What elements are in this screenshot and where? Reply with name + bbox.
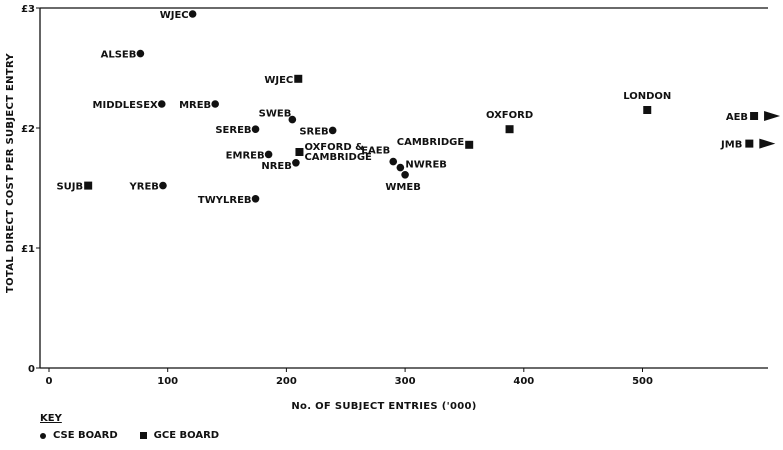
x-tick-label: 500 [632,376,653,387]
point-label: EAEB [361,146,390,157]
point-label: LONDON [623,91,671,102]
legend-title: KEY [40,413,62,424]
cse-point-middlesex [157,100,166,108]
point-label: CAMBRIDGE [397,137,465,148]
circle-marker-icon [40,432,46,439]
square-marker-icon [139,432,147,439]
legend-item-gce: GCE BOARD [139,430,220,441]
point-label: WJEC [160,10,189,21]
point-label: WMEB [385,182,420,193]
gce-point-jmb [745,139,754,148]
gce-point-oxford [505,125,514,134]
point-label: OXFORD & CAMBRIDGE [304,142,372,163]
y-axis-title: TOTAL DIRECT COST PER SUBJECT ENTRY [5,53,16,293]
cse-point-wjec [188,10,197,18]
point-label: SUJB [56,182,83,193]
cse-point-sweb [288,115,297,124]
point-label: WJEC [264,75,293,86]
point-label: MREB [179,100,211,111]
point-label: YREB [129,182,159,193]
y-tick-label: 0 [28,364,35,375]
off-scale-arrow-icon [764,111,781,121]
point-label: JMB [720,140,742,151]
x-tick-label: 400 [513,376,534,387]
cse-point-eaeb [389,157,398,166]
gce-point-cambridge [465,140,474,149]
gce-point-aeb [750,112,759,120]
gce-point-sujb [84,181,93,190]
x-tick-label: 100 [157,376,178,387]
point-label: SREB [299,126,328,137]
point-label: NWREB [405,160,447,171]
point-label-line: CAMBRIDGE [304,152,372,163]
off-scale-arrow-icon [759,138,776,149]
point-label: MIDDLESEX [93,100,159,111]
x-axis-title: No. OF SUBJECT ENTRIES ('000) [291,401,476,410]
cse-point-sereb [251,125,260,133]
point-label: SWEB [259,109,292,120]
axes: 0 £1 £2 £3 0 100 200 300 400 500 [21,4,768,387]
x-tick-label: 200 [276,376,297,387]
legend-item-cse: CSE BOARD [40,430,118,441]
point-label: AEB [726,112,748,123]
point-label: NREB [261,161,292,172]
point-label: TWYLREB [198,195,252,206]
data-marks: WJEC ALSEB MIDDLESEX MREB SWEB SEREB SREB EMREB… [56,10,781,206]
cse-point-twylreb [251,195,260,203]
gce-point-london [643,106,652,114]
gce-point-oxford-cambridge [295,148,304,156]
x-tick-label: 300 [395,376,416,387]
x-tick-label: 0 [46,376,53,387]
cse-point-nreb [292,159,300,167]
point-label: OXFORD [486,110,533,121]
y-tick-label: £2 [21,124,35,135]
cse-point-mreb [211,100,219,108]
point-label: ALSEB [101,50,137,61]
legend-label-gce: GCE BOARD [153,430,220,441]
cse-point-sreb [328,126,337,135]
cse-point-wmeb [401,171,409,179]
scatter-chart: 0 £1 £2 £3 0 100 200 300 400 500 WJEC ALSEB MIDDLES… [5,4,781,410]
cse-point-alseb [136,49,145,58]
legend: KEY CSE BOARD GCE BOARD [40,413,219,441]
cse-point-emreb [264,150,273,159]
y-tick-label: £1 [21,244,35,255]
point-label-line: OXFORD & [304,142,364,153]
legend-label-cse: CSE BOARD [53,430,118,441]
cse-point-nwreb [396,163,405,172]
point-label: EMREB [226,150,265,161]
point-label: SEREB [215,125,251,136]
cse-point-yreb [159,181,167,190]
gce-point-wjec [294,74,303,83]
y-tick-label: £3 [21,4,35,15]
